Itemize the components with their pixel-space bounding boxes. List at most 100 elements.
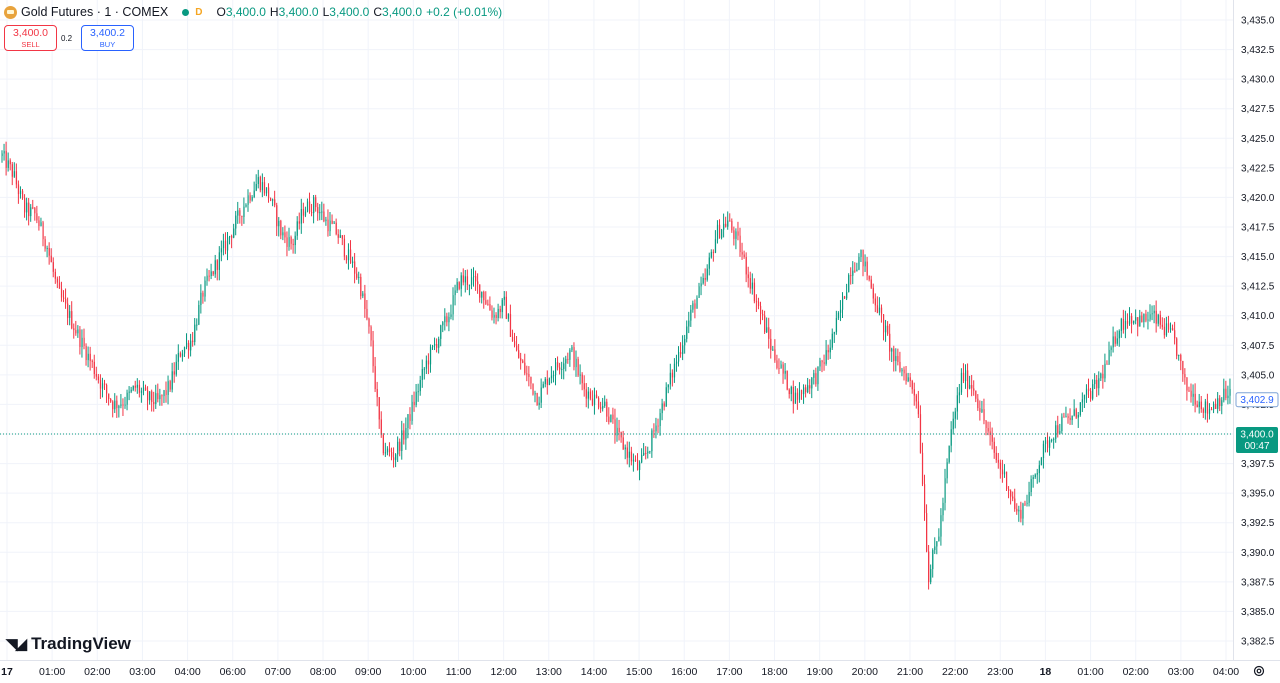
buy-button[interactable]: 3,400.2 BUY xyxy=(81,25,134,51)
candle-body xyxy=(509,313,512,337)
candle-body xyxy=(1016,508,1018,512)
candle-body xyxy=(811,377,813,389)
candle-body xyxy=(661,403,663,414)
candle-body xyxy=(1022,503,1024,519)
candle-body xyxy=(247,195,249,205)
candle-body xyxy=(436,344,438,348)
candle-body xyxy=(915,395,917,402)
candle-body xyxy=(634,459,637,461)
candle-body xyxy=(374,366,376,389)
gold-symbol-icon xyxy=(4,5,17,19)
candle-body xyxy=(77,329,79,334)
candle-body xyxy=(983,409,985,421)
candle-body xyxy=(692,303,694,310)
candle-body xyxy=(850,275,852,277)
cursor-price-badge xyxy=(1235,392,1279,408)
candle-body xyxy=(46,247,48,249)
candle-body xyxy=(942,502,944,516)
candle-body xyxy=(1096,379,1098,389)
candle-body xyxy=(762,314,764,316)
candle-body xyxy=(54,271,56,279)
candle-body xyxy=(409,414,411,421)
tradingview-logo[interactable]: ◥◢ TradingView xyxy=(6,634,131,654)
candle-body xyxy=(116,400,118,409)
candle-body xyxy=(731,220,733,231)
candle-body xyxy=(335,222,337,235)
close-label: C xyxy=(373,5,383,19)
candle-body xyxy=(1200,401,1202,410)
candle-body xyxy=(1165,323,1168,336)
candle-body xyxy=(579,374,581,376)
candle-body xyxy=(483,291,485,301)
candle-body xyxy=(294,235,296,246)
candle-body xyxy=(548,378,551,385)
candle-body xyxy=(192,340,194,343)
candle-body xyxy=(1024,503,1026,505)
candle-body xyxy=(298,221,300,224)
candle-body xyxy=(600,407,602,409)
candle-body xyxy=(458,282,460,289)
candle-body xyxy=(913,389,915,396)
candle-body xyxy=(7,160,9,168)
settings-gear-icon[interactable] xyxy=(1252,664,1266,678)
candle-body xyxy=(858,256,860,270)
candle-body xyxy=(446,316,448,323)
candle-body xyxy=(899,361,901,372)
candle-body xyxy=(866,261,868,276)
candle-body xyxy=(747,274,749,279)
candle-body xyxy=(532,383,534,395)
candle-body xyxy=(721,229,723,238)
candle-body xyxy=(1088,388,1090,392)
candle-body xyxy=(667,384,669,388)
sell-button[interactable]: 3,400.0 SELL xyxy=(4,25,57,51)
candle-body xyxy=(1040,458,1043,466)
candle-body xyxy=(552,375,555,377)
candle-body xyxy=(1172,328,1174,331)
candle-body xyxy=(1215,403,1217,409)
candle-body xyxy=(126,392,128,405)
candle-body xyxy=(995,452,997,461)
candle-body xyxy=(671,372,674,378)
candle-body xyxy=(120,404,122,406)
candle-body xyxy=(454,290,456,296)
candle-body xyxy=(161,395,163,397)
candle-body xyxy=(48,247,50,256)
candle-body xyxy=(503,296,505,300)
candle-body xyxy=(282,232,284,236)
candle-body xyxy=(249,195,251,201)
y-tick-label: 3,420.0 xyxy=(1241,193,1275,204)
candle-body xyxy=(893,348,895,361)
candle-body xyxy=(977,398,979,409)
candle-body xyxy=(208,275,210,277)
x-tick-label: 18 xyxy=(1040,666,1052,678)
candle-body xyxy=(575,358,577,368)
candle-body xyxy=(1047,440,1049,448)
candle-body xyxy=(372,340,374,367)
candle-body xyxy=(473,276,475,278)
candle-body xyxy=(782,364,784,374)
candle-body xyxy=(813,373,815,378)
candle-body xyxy=(13,171,15,177)
candle-body xyxy=(735,231,737,239)
candle-body xyxy=(440,325,442,339)
candle-body xyxy=(567,358,569,360)
candle-body xyxy=(934,546,936,551)
candle-body xyxy=(780,364,782,369)
candle-body xyxy=(22,190,24,199)
symbol-title[interactable]: Gold Futures · 1 · COMEX xyxy=(21,5,169,19)
x-tick-label: 07:00 xyxy=(265,666,291,678)
candle-body xyxy=(528,374,530,377)
candle-body xyxy=(753,282,756,302)
candle-body xyxy=(272,199,274,201)
candle-body xyxy=(639,462,641,470)
candle-body xyxy=(118,405,120,409)
candle-body xyxy=(188,342,190,351)
candle-body xyxy=(1129,316,1131,324)
candle-body xyxy=(194,324,196,343)
candle-body xyxy=(67,303,69,318)
candle-body xyxy=(694,303,696,309)
candle-body xyxy=(204,280,206,297)
candle-body xyxy=(259,177,261,191)
candle-body xyxy=(481,291,483,298)
